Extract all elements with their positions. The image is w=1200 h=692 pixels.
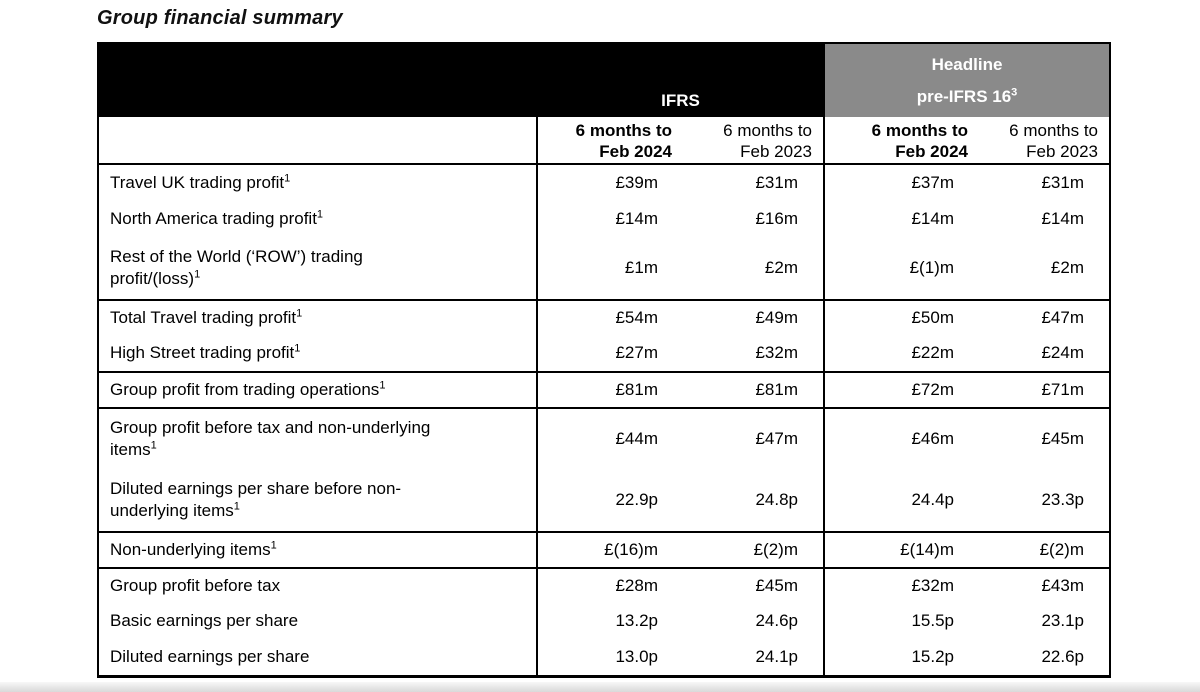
value-cell: 23.3p [1041, 490, 1084, 509]
page-title: Group financial summary [97, 7, 343, 29]
column-header-headline-2024: 6 months to Feb 2024 [823, 117, 979, 165]
row-label: Diluted earnings per share before non-un… [99, 469, 538, 531]
headline-superscript: 3 [1011, 86, 1018, 99]
value-cell: £39m [615, 173, 658, 192]
value-cell: £31m [755, 173, 798, 192]
value-cell: £32m [755, 343, 798, 362]
value-cell: £(2)m [979, 531, 1109, 567]
headline-band-line1: Headline [931, 55, 1003, 74]
value-cell: £81m [683, 371, 823, 407]
value-cell: 22.9p [615, 490, 658, 509]
value-cell: £72m [823, 371, 979, 407]
value-cell: £16m [755, 209, 798, 228]
value-cell: £28m [538, 567, 683, 603]
value-cell: 15.2p [823, 639, 979, 675]
column-header-ifrs-2024: 6 months to Feb 2024 [538, 117, 683, 165]
value-cell: £46m [823, 407, 979, 469]
value-cell: £(2)m [683, 531, 823, 567]
financial-summary-table: IFRS Headline pre-IFRS 163 6 months to F… [97, 42, 1111, 678]
value-cell: 24.6p [755, 611, 798, 630]
value-cell: £27m [615, 343, 658, 362]
value-cell: £22m [823, 335, 979, 371]
row-label: Travel UK trading profit1 [99, 165, 538, 201]
value-cell: 15.5p [823, 603, 979, 639]
value-cell: £37m [823, 165, 979, 201]
label-column-header [99, 117, 538, 165]
value-cell: £44m [538, 407, 683, 469]
row-label: Diluted earnings per share [99, 639, 538, 675]
value-cell: £14m [615, 209, 658, 228]
row-label: Basic earnings per share [99, 603, 538, 639]
value-cell: £2m [764, 258, 798, 277]
ifrs-band-label: IFRS [661, 91, 700, 110]
value-cell: £50m [823, 299, 979, 335]
value-cell: £47m [979, 299, 1109, 335]
value-cell: £24m [1041, 343, 1084, 362]
headline-band-line2: pre-IFRS 163 [916, 86, 1018, 106]
value-cell: £54m [538, 299, 683, 335]
value-cell: 13.2p [615, 611, 658, 630]
value-cell: 24.4p [823, 469, 979, 531]
value-cell: 22.6p [1041, 647, 1084, 666]
row-label: Group profit before tax and non-underlyi… [99, 407, 538, 469]
ifrs-band: IFRS [99, 44, 823, 117]
value-cell: £14m [1041, 209, 1084, 228]
row-label: North America trading profit1 [99, 201, 538, 237]
value-cell: £(14)m [823, 531, 979, 567]
value-cell: £47m [683, 407, 823, 469]
row-label: Non-underlying items1 [99, 531, 538, 567]
value-cell: £81m [538, 371, 683, 407]
value-cell: 24.8p [755, 490, 798, 509]
row-label: Rest of the World (‘ROW’) trading profit/… [99, 237, 538, 299]
value-cell: £2m [1050, 258, 1084, 277]
value-cell: £45m [683, 567, 823, 603]
value-cell: 24.1p [755, 647, 798, 666]
row-label: High Street trading profit1 [99, 335, 538, 371]
value-cell: £31m [1041, 173, 1084, 192]
value-cell: £(16)m [538, 531, 683, 567]
value-cell: £49m [683, 299, 823, 335]
value-cell: 23.1p [1041, 611, 1084, 630]
column-header-headline-2023: 6 months to Feb 2023 [979, 117, 1109, 165]
value-cell: £71m [979, 371, 1109, 407]
value-cell: £(1)m [823, 237, 979, 299]
value-cell: 13.0p [615, 647, 658, 666]
row-label: Group profit from trading operations1 [99, 371, 538, 407]
row-label: Group profit before tax [99, 567, 538, 603]
column-header-ifrs-2023: 6 months to Feb 2023 [683, 117, 823, 165]
value-cell: £14m [823, 201, 979, 237]
row-label: Total Travel trading profit1 [99, 299, 538, 335]
value-cell: £45m [979, 407, 1109, 469]
value-cell: £43m [979, 567, 1109, 603]
value-cell: £1m [624, 258, 658, 277]
value-cell: £32m [823, 567, 979, 603]
headline-band: Headline pre-IFRS 163 [823, 44, 1109, 117]
page-edge-shadow [0, 682, 1200, 692]
